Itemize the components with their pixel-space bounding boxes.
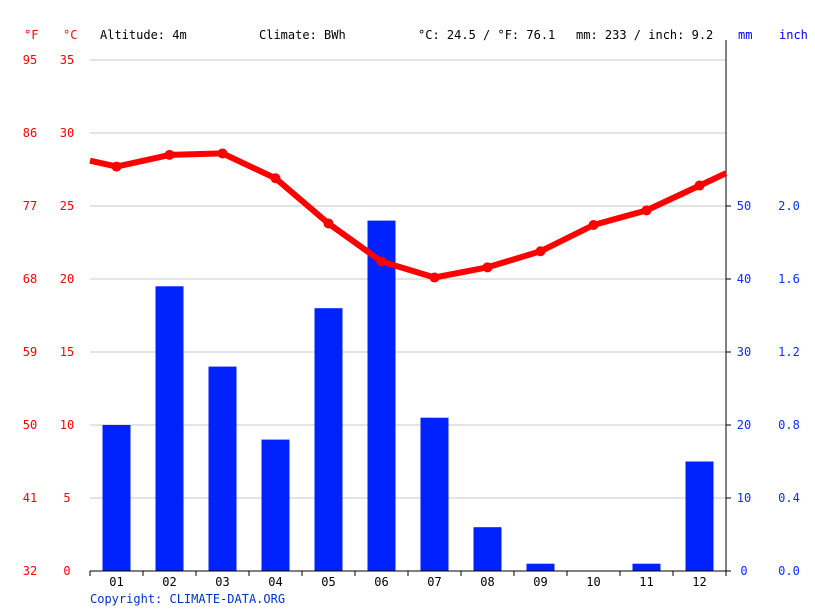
altitude-label: Altitude: 4m	[100, 28, 187, 42]
month-tick-label: 10	[586, 575, 600, 589]
mm-unit-label: mm	[738, 28, 753, 42]
inch-tick-label: 2.0	[778, 199, 800, 213]
mm-tick-label: 50	[737, 199, 751, 213]
month-tick-label: 04	[268, 575, 282, 589]
temperature-point	[535, 246, 546, 257]
celsius-tick-label: 0	[63, 564, 70, 578]
temperature-point	[588, 219, 599, 230]
precipitation-bar	[102, 425, 131, 571]
inch-tick-label: 0.8	[778, 418, 800, 432]
temperature-point	[270, 173, 281, 184]
mm-tick-label: 40	[737, 272, 751, 286]
precipitation-bar	[420, 417, 449, 571]
copyright-notice: Copyright: CLIMATE-DATA.ORG	[90, 592, 286, 606]
celsius-tick-label: 15	[60, 345, 74, 359]
average-temperature-label: °C: 24.5 / °F: 76.1	[418, 28, 556, 42]
month-tick-label: 08	[480, 575, 494, 589]
month-tick-label: 02	[162, 575, 176, 589]
inch-tick-label: 0.4	[778, 491, 800, 505]
month-tick-label: 07	[427, 575, 441, 589]
precipitation-bar	[261, 439, 290, 571]
month-tick-label: 06	[374, 575, 388, 589]
inch-unit-label: inch	[779, 28, 808, 42]
fahrenheit-tick-label: 95	[23, 53, 37, 67]
precipitation-bar	[685, 461, 714, 571]
celsius-tick-label: 20	[60, 272, 74, 286]
month-tick-label: 09	[533, 575, 547, 589]
fahrenheit-tick-label: 32	[23, 564, 37, 578]
temperature-point	[482, 262, 493, 273]
fahrenheit-tick-label: 50	[23, 418, 37, 432]
month-tick-label: 05	[321, 575, 335, 589]
mm-tick-label: 10	[737, 491, 751, 505]
temperature-point	[641, 205, 652, 216]
celsius-tick-label: 5	[63, 491, 70, 505]
temperature-point	[164, 149, 175, 160]
fahrenheit-tick-label: 41	[23, 491, 37, 505]
temperature-line	[89, 150, 728, 281]
mm-tick-label: 20	[737, 418, 751, 432]
month-tick-label: 11	[639, 575, 653, 589]
temperature-point	[429, 272, 440, 283]
month-tick-label: 01	[109, 575, 123, 589]
celsius-tick-label: 10	[60, 418, 74, 432]
fahrenheit-tick-label: 77	[23, 199, 37, 213]
fahrenheit-unit-label: °F	[24, 28, 39, 42]
precipitation-bar	[632, 563, 661, 571]
temperature-point	[694, 180, 705, 191]
month-tick-label: 03	[215, 575, 229, 589]
fahrenheit-tick-label: 86	[23, 126, 37, 140]
mm-tick-label: 30	[737, 345, 751, 359]
fahrenheit-tick-label: 59	[23, 345, 37, 359]
temperature-point	[217, 148, 228, 159]
precipitation-bar	[155, 286, 184, 571]
temperature-point	[376, 256, 387, 267]
fahrenheit-tick-label: 68	[23, 272, 37, 286]
inch-tick-label: 1.6	[778, 272, 800, 286]
temperature-point	[111, 161, 122, 172]
precipitation-bar	[367, 220, 396, 571]
celsius-tick-label: 35	[60, 53, 74, 67]
celsius-tick-label: 30	[60, 126, 74, 140]
total-precipitation-label: mm: 233 / inch: 9.2	[576, 28, 714, 42]
inch-tick-label: 1.2	[778, 345, 800, 359]
month-tick-label: 12	[692, 575, 706, 589]
inch-tick-label: 0.0	[778, 564, 800, 578]
precipitation-bar	[314, 308, 343, 571]
climate-label: Climate: BWh	[259, 28, 346, 42]
precipitation-bar	[526, 563, 555, 571]
precipitation-bar	[208, 366, 237, 571]
precipitation-bar	[473, 527, 502, 571]
temperature-point	[323, 218, 334, 229]
celsius-unit-label: °C	[63, 28, 78, 42]
celsius-tick-label: 25	[60, 199, 74, 213]
mm-tick-label: 0	[740, 564, 747, 578]
